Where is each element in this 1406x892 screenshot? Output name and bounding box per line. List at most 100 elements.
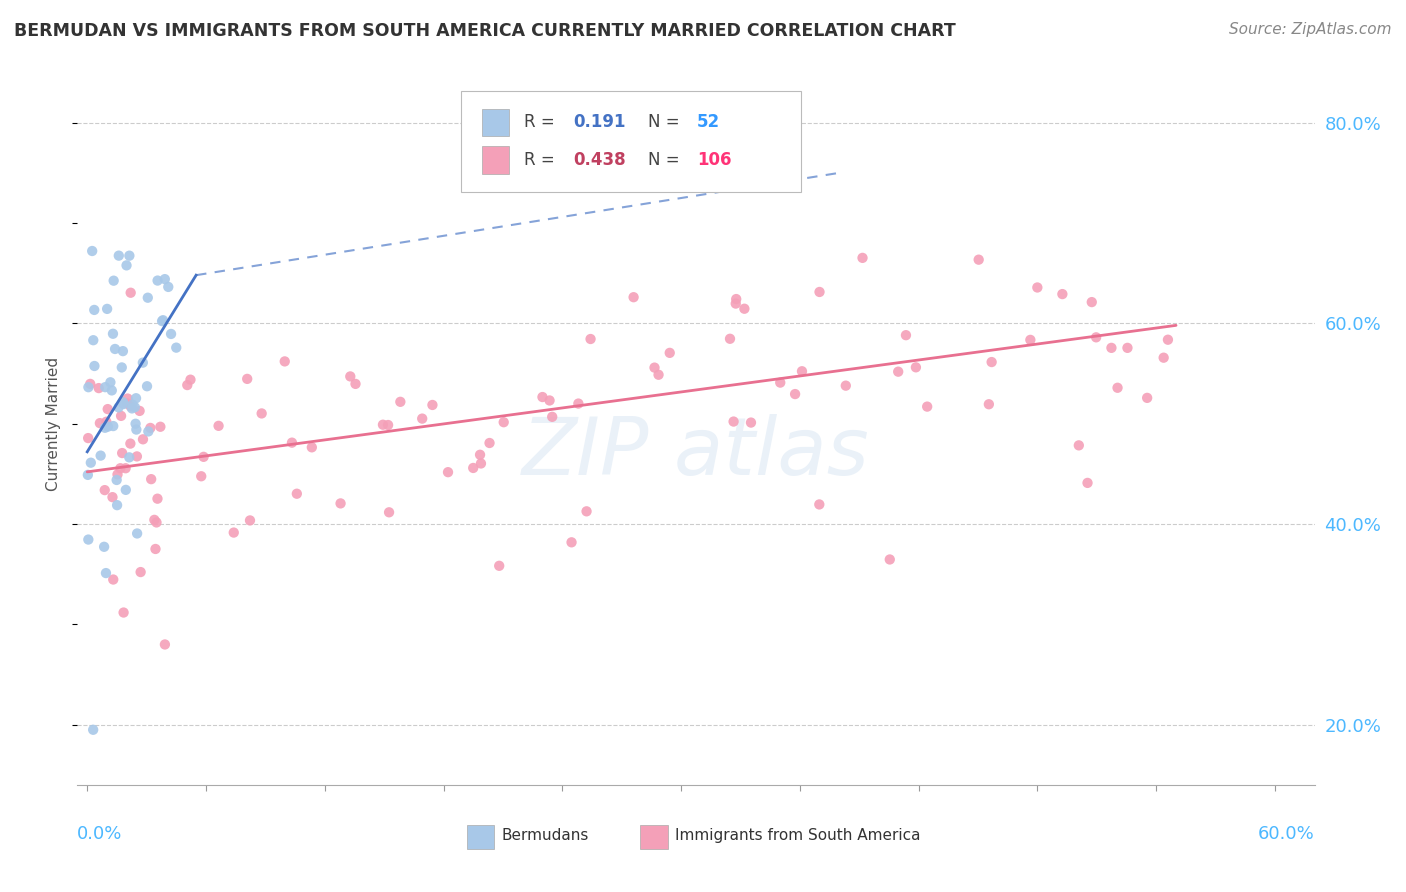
Point (301, 440, 323, 454)
Point (152, 313, 174, 327)
Point (538, 393, 561, 408)
Text: Bermudans: Bermudans (502, 828, 589, 843)
Text: N =: N = (648, 113, 685, 131)
Point (904, 360, 927, 375)
Point (149, 419, 172, 434)
Point (1067, 438, 1090, 452)
Point (723, 415, 745, 429)
Point (463, 461, 485, 475)
Point (478, 436, 501, 450)
Point (733, 301, 755, 316)
Bar (482, 146, 509, 174)
Point (101, 384, 124, 398)
Point (96, 301, 118, 316)
Point (77, 380, 100, 394)
Text: N =: N = (648, 151, 685, 169)
Point (718, 332, 741, 346)
Point (128, 404, 150, 418)
Point (344, 376, 367, 391)
Point (132, 356, 155, 370)
Point (93, 540, 115, 554)
Point (894, 328, 917, 343)
Point (93, 483, 115, 497)
Bar (482, 109, 509, 136)
Point (120, 285, 142, 300)
Point (125, 391, 148, 405)
Point (281, 435, 304, 450)
Point (139, 421, 162, 435)
Point (1076, 475, 1098, 490)
Point (851, 251, 873, 265)
Point (96, 415, 118, 429)
Point (145, 541, 167, 556)
Point (658, 346, 681, 360)
Point (783, 387, 806, 401)
Point (110, 461, 132, 475)
Point (94, 566, 117, 580)
Point (579, 332, 602, 346)
Point (77, 431, 100, 445)
Point (1099, 341, 1122, 355)
Point (105, 473, 128, 487)
Point (103, 419, 125, 434)
Point (110, 409, 132, 423)
Point (176, 378, 198, 392)
Point (531, 390, 554, 404)
Point (1085, 330, 1108, 344)
Point (377, 417, 399, 432)
Point (1153, 351, 1175, 365)
Point (339, 369, 361, 384)
Point (274, 354, 297, 368)
Point (915, 400, 938, 414)
Point (87, 381, 110, 395)
Point (117, 392, 139, 406)
Point (104, 342, 127, 356)
Point (492, 415, 515, 429)
Point (105, 498, 128, 512)
Point (115, 259, 138, 273)
Point (89, 416, 111, 430)
Point (437, 465, 460, 479)
Point (236, 372, 259, 386)
Point (1116, 341, 1139, 355)
Point (1026, 280, 1049, 294)
Point (329, 496, 352, 510)
Point (83, 302, 105, 317)
Point (76, 467, 98, 482)
Point (153, 272, 176, 286)
Point (470, 457, 492, 471)
Point (107, 249, 129, 263)
Point (145, 516, 167, 530)
Point (887, 365, 910, 379)
Point (488, 558, 510, 573)
Point (468, 448, 491, 462)
Point (136, 379, 159, 393)
Bar (640, 825, 668, 848)
Point (112, 397, 135, 411)
Point (575, 504, 598, 518)
Point (97, 419, 120, 434)
Point (977, 397, 1000, 411)
Text: 60.0%: 60.0% (1258, 825, 1315, 843)
Point (79, 376, 101, 391)
Point (101, 326, 124, 341)
Point (100, 376, 122, 390)
Point (125, 450, 148, 464)
Point (138, 425, 160, 439)
Point (127, 526, 149, 541)
Text: Source: ZipAtlas.com: Source: ZipAtlas.com (1229, 22, 1392, 37)
Point (124, 417, 146, 431)
Point (165, 341, 187, 355)
Text: 52: 52 (697, 113, 720, 131)
Point (1136, 391, 1159, 405)
Point (103, 573, 125, 587)
Point (769, 376, 792, 390)
Text: Immigrants from South America: Immigrants from South America (675, 828, 921, 843)
Text: 0.0%: 0.0% (77, 825, 122, 843)
Point (125, 423, 148, 437)
Point (153, 637, 176, 651)
Point (647, 368, 669, 382)
Point (112, 606, 135, 620)
Point (285, 487, 308, 501)
Point (77, 533, 100, 547)
